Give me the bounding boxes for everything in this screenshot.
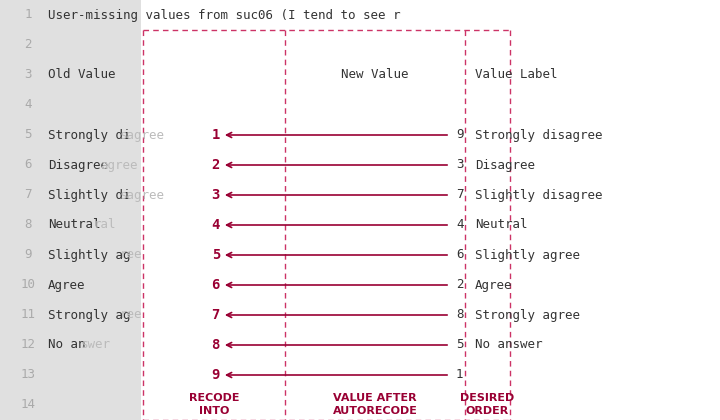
Text: 4: 4 <box>24 99 32 111</box>
Text: 4: 4 <box>456 218 464 231</box>
Text: ree: ree <box>120 249 142 262</box>
Text: Disagree: Disagree <box>475 158 535 171</box>
Text: 1: 1 <box>212 128 220 142</box>
Text: New Value: New Value <box>341 68 409 81</box>
Text: 8: 8 <box>212 338 220 352</box>
Text: Slightly disagree: Slightly disagree <box>475 189 603 202</box>
Text: Strongly agree: Strongly agree <box>475 309 580 321</box>
Text: 7: 7 <box>456 189 464 202</box>
Text: VALUE AFTER
AUTORECODE: VALUE AFTER AUTORECODE <box>333 393 418 416</box>
Text: 9: 9 <box>456 129 464 142</box>
Text: No an: No an <box>48 339 86 352</box>
Text: Slightly ag: Slightly ag <box>48 249 130 262</box>
Text: Agree: Agree <box>475 278 513 291</box>
Text: 1: 1 <box>24 8 32 21</box>
Text: Agree: Agree <box>48 278 86 291</box>
Text: User-missing values from suc06 (I tend to see r: User-missing values from suc06 (I tend t… <box>48 8 400 21</box>
Text: 5: 5 <box>24 129 32 142</box>
Text: 14: 14 <box>20 399 35 412</box>
Text: Disagree: Disagree <box>48 158 108 171</box>
Text: Value Label: Value Label <box>475 68 557 81</box>
Text: 10: 10 <box>20 278 35 291</box>
Text: Old Value: Old Value <box>48 68 115 81</box>
Text: 2: 2 <box>24 39 32 52</box>
Text: ral: ral <box>94 218 116 231</box>
Text: 2: 2 <box>212 158 220 172</box>
Text: 12: 12 <box>20 339 35 352</box>
Text: sagree: sagree <box>120 189 164 202</box>
Text: 6: 6 <box>24 158 32 171</box>
Text: Strongly di: Strongly di <box>48 129 130 142</box>
Text: Strongly ag: Strongly ag <box>48 309 130 321</box>
Text: 4: 4 <box>212 218 220 232</box>
Text: 8: 8 <box>456 309 464 321</box>
Text: 5: 5 <box>456 339 464 352</box>
Text: 3: 3 <box>456 158 464 171</box>
Text: 6: 6 <box>456 249 464 262</box>
Text: DESIRED
ORDER: DESIRED ORDER <box>460 393 515 416</box>
Text: 9: 9 <box>212 368 220 382</box>
Text: 11: 11 <box>20 309 35 321</box>
Bar <box>0 0 141 420</box>
Text: 5: 5 <box>212 248 220 262</box>
Text: Slightly di: Slightly di <box>48 189 130 202</box>
Text: Neutral: Neutral <box>48 218 101 231</box>
Text: RECODE
INTO: RECODE INTO <box>189 393 239 416</box>
Text: 7: 7 <box>212 308 220 322</box>
Text: 2: 2 <box>456 278 464 291</box>
Text: agree: agree <box>100 158 138 171</box>
Text: 9: 9 <box>24 249 32 262</box>
Text: 6: 6 <box>212 278 220 292</box>
Text: sagree: sagree <box>120 129 164 142</box>
Text: swer: swer <box>81 339 110 352</box>
Text: ree: ree <box>120 309 142 321</box>
Text: 3: 3 <box>24 68 32 81</box>
Text: Slightly agree: Slightly agree <box>475 249 580 262</box>
Text: No answer: No answer <box>475 339 542 352</box>
Text: 1: 1 <box>456 368 464 381</box>
Text: Strongly disagree: Strongly disagree <box>475 129 603 142</box>
Text: 13: 13 <box>20 368 35 381</box>
Text: 7: 7 <box>24 189 32 202</box>
Text: 3: 3 <box>212 188 220 202</box>
Text: 8: 8 <box>24 218 32 231</box>
Text: Neutral: Neutral <box>475 218 528 231</box>
